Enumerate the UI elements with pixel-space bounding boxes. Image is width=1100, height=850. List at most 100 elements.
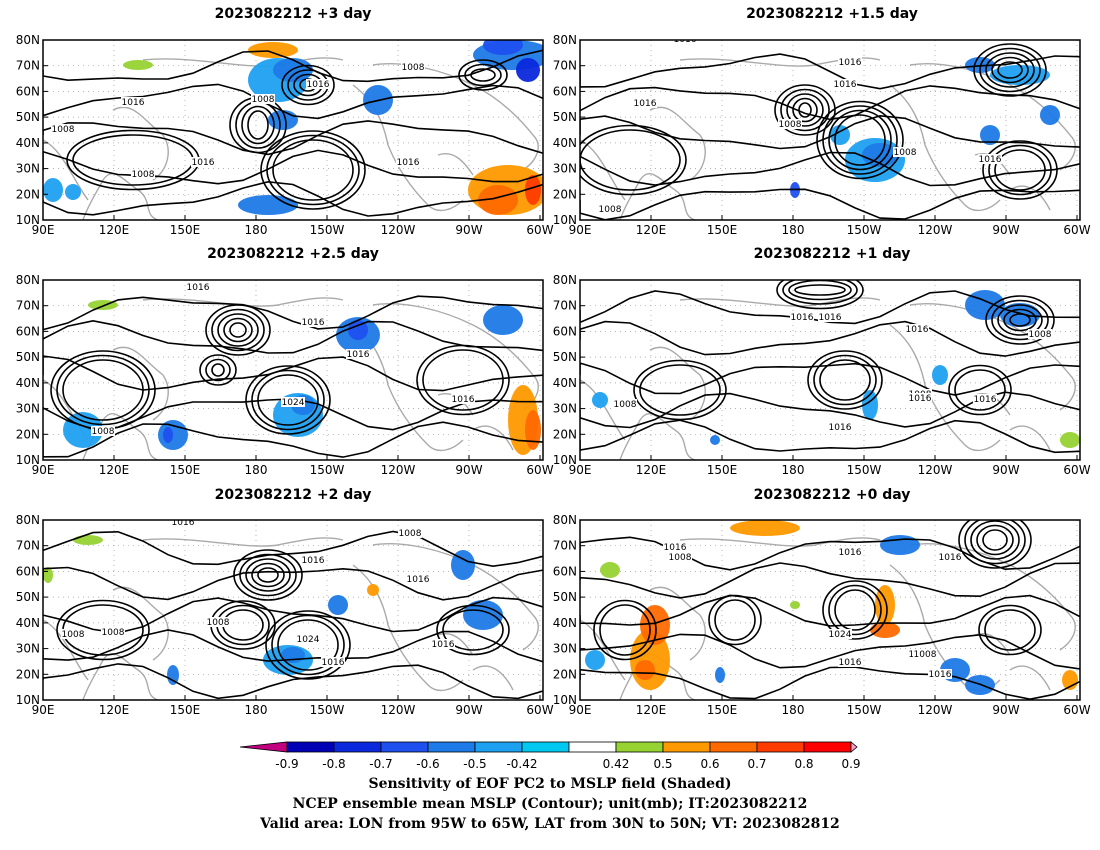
latitude-tick-label: 60N (16, 324, 40, 338)
isobar-contour (580, 188, 1080, 220)
longitude-tick-label: 90W (992, 703, 1019, 717)
contour-label-bg (61, 629, 85, 639)
latitude-tick-label: 20N (553, 187, 577, 201)
longitude-tick-label: 120W (381, 703, 416, 717)
contour-label-bg (451, 394, 475, 404)
pressure-system-contour (56, 599, 150, 661)
latitude-tick-label: 30N (16, 642, 40, 656)
latitude-tick-label: 50N (553, 110, 577, 124)
contour-label-bg (191, 157, 215, 167)
pressure-system-contour (247, 110, 269, 140)
pressure-system-contour (229, 322, 247, 338)
panel-title-1: 2023082212 +3 day (214, 6, 372, 22)
longitude-tick-label: 120W (381, 463, 416, 477)
pressure-system-contour (834, 589, 876, 631)
contour-label-bg (186, 282, 210, 292)
latitude-tick-label: 30N (553, 642, 577, 656)
contour-label: 1008 (62, 630, 85, 640)
contour-label: 1008 (779, 120, 802, 130)
pressure-system-contour (985, 52, 1035, 88)
sensitivity-shading (710, 435, 720, 445)
contour-label: 1016 (187, 283, 210, 293)
colorbar-segment (333, 741, 382, 753)
longitude-tick-label: 150E (170, 463, 201, 477)
longitude-tick-label: 180 (782, 463, 805, 477)
sensitivity-shading (880, 535, 920, 555)
isobar-contour (580, 594, 1080, 627)
pressure-system-contour (464, 63, 502, 87)
latitude-tick-label: 50N (553, 590, 577, 604)
coastline (142, 537, 344, 547)
contour-label: 1016 (452, 395, 475, 405)
latitude-tick-label: 40N (16, 376, 40, 390)
contour-label-bg (928, 669, 952, 679)
coastline (112, 586, 169, 661)
colorbar-segment (568, 741, 617, 753)
longitude-tick-label: 120E (636, 463, 667, 477)
latitude-tick-label: 70N (16, 299, 40, 313)
longitude-tick-label: 150W (310, 463, 345, 477)
colorbar-segment (615, 741, 664, 753)
isobar-contour (580, 419, 1080, 454)
latitude-tick-label: 80N (553, 33, 577, 47)
longitude-tick-label: 180 (245, 463, 268, 477)
longitude-tick-label: 90E (569, 463, 592, 477)
map-frame (42, 279, 544, 461)
pressure-system-contour (822, 580, 888, 640)
colorbar-label: -0.7 (369, 757, 392, 771)
pressure-system-contour (813, 354, 877, 406)
contour-label-bg (321, 657, 345, 667)
contour-label-bg (101, 627, 125, 637)
pressure-system-contour (223, 317, 253, 343)
isobar-contour (43, 663, 543, 700)
contour-label: 1008 (132, 170, 155, 180)
colorbar-label: 0.5 (653, 757, 672, 771)
longitude-tick-label: 90W (992, 223, 1019, 237)
sensitivity-shading (348, 320, 368, 340)
latitude-tick-label: 10N (16, 453, 40, 467)
contour-label-bg (908, 393, 932, 403)
sensitivity-shading (478, 185, 518, 215)
contour-label-bg (838, 657, 862, 667)
pressure-system-contour (281, 64, 335, 106)
pressure-system-contour (786, 93, 824, 127)
coastline (372, 303, 539, 411)
latitude-tick-label: 40N (553, 136, 577, 150)
isobar-contour (580, 151, 1080, 187)
pressure-system-contour (997, 304, 1043, 336)
contour-label: 1016 (834, 80, 857, 90)
pressure-system-contour (599, 604, 651, 656)
contour-label-bg (790, 312, 814, 322)
latitude-tick-label: 30N (16, 402, 40, 416)
pressure-system-contour (205, 304, 271, 356)
pressure-system-contour (260, 130, 366, 210)
map-panel-4: 10161016101610081008101610161008101680N7… (553, 273, 1091, 477)
pressure-system-contour (211, 308, 265, 352)
latitude-tick-label: 20N (553, 427, 577, 441)
colorbar-segment (286, 741, 335, 753)
pressure-system-contour (470, 68, 496, 82)
colorbar-segment (380, 741, 429, 753)
pressure-system-contour (780, 88, 830, 132)
sensitivity-shading (483, 305, 523, 335)
pressure-system-contour (816, 100, 904, 180)
contour-label-bg (905, 324, 929, 334)
contour-label-bg (346, 349, 370, 359)
pressure-system-contour (217, 313, 259, 347)
colorbar-label: -0.6 (416, 757, 439, 771)
longitude-tick-label: 90E (32, 463, 55, 477)
contour-label-bg (778, 119, 802, 129)
contour-label-bg (51, 124, 75, 134)
pressure-system-contour (708, 594, 762, 646)
isobar-contour (43, 566, 543, 601)
longitude-tick-label: 120W (381, 223, 416, 237)
pressure-system-contour (978, 604, 1042, 656)
latitude-tick-label: 70N (16, 59, 40, 73)
pressure-system-contour (976, 524, 1014, 556)
sensitivity-shading (367, 584, 379, 596)
contour-label-bg (673, 40, 697, 44)
pressure-system-contour (982, 140, 1058, 200)
isobar-contour (43, 629, 543, 663)
pressure-system-contour (982, 529, 1008, 551)
latitude-tick-label: 70N (16, 539, 40, 553)
